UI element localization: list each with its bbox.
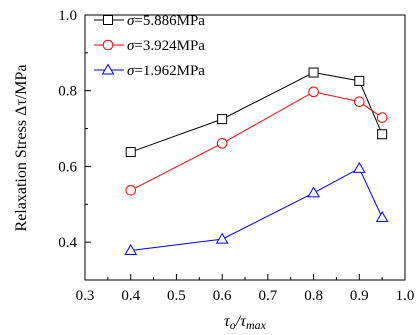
series-1 xyxy=(125,67,388,158)
y-tick-label: 0.8 xyxy=(58,84,77,100)
legend-entry-s3: σ=1.962MPa xyxy=(94,63,205,79)
data-point xyxy=(308,67,319,78)
x-tick-label: 0.6 xyxy=(213,288,232,304)
data-point xyxy=(124,243,138,255)
legend: σ=5.886MPa σ=3.924MPa σ=1.962MPa xyxy=(94,13,205,79)
axis-ticks xyxy=(84,14,406,281)
series-3 xyxy=(124,161,389,255)
series-layer xyxy=(124,67,389,255)
data-point xyxy=(375,211,389,223)
data-point xyxy=(216,138,228,149)
legend-marker-s3 xyxy=(101,63,115,75)
data-point xyxy=(307,186,320,198)
legend-label-s1: σ=5.886MPa xyxy=(127,13,205,29)
series-2 xyxy=(125,86,388,196)
data-point xyxy=(308,86,319,98)
x-tick-labels: 0.3 0.4 0.5 0.6 0.7 0.8 0.9 1.0 xyxy=(76,288,415,304)
legend-marker-s2 xyxy=(102,39,114,51)
y-tick-labels: 0.4 0.6 0.8 1.0 xyxy=(58,8,77,251)
y-tick-label: 1.0 xyxy=(58,8,77,24)
data-point xyxy=(125,184,137,196)
legend-label-s3: σ=1.962MPa xyxy=(127,63,205,79)
legend-label-s2: σ=3.924MPa xyxy=(127,38,205,54)
x-tick-label: 0.9 xyxy=(350,288,369,304)
data-point xyxy=(352,161,366,173)
data-point xyxy=(217,114,228,125)
series-line xyxy=(130,167,383,251)
x-tick-label: 0.3 xyxy=(76,288,95,304)
y-tick-label: 0.4 xyxy=(58,235,77,251)
data-point xyxy=(125,147,136,158)
x-tick-label: 0.5 xyxy=(167,288,186,304)
data-point xyxy=(215,232,229,244)
y-tick-label: 0.6 xyxy=(58,159,77,175)
x-tick-label: 0.4 xyxy=(121,288,140,304)
x-tick-label: 0.7 xyxy=(258,288,277,304)
legend-marker-s1 xyxy=(103,15,113,25)
x-axis-title: τo/τmax xyxy=(224,313,267,332)
series-line xyxy=(130,91,383,191)
data-point xyxy=(377,129,388,140)
x-tick-label: 1.0 xyxy=(396,288,415,304)
legend-entry-s1: σ=5.886MPa xyxy=(94,13,205,29)
data-point xyxy=(353,96,365,107)
x-tick-label: 0.8 xyxy=(304,288,323,304)
y-axis-title: Relaxation Stress Δτ/MPa xyxy=(13,65,30,232)
data-point xyxy=(354,75,365,86)
data-point xyxy=(376,112,388,123)
legend-entry-s2: σ=3.924MPa xyxy=(94,38,205,54)
series-line xyxy=(130,72,383,153)
